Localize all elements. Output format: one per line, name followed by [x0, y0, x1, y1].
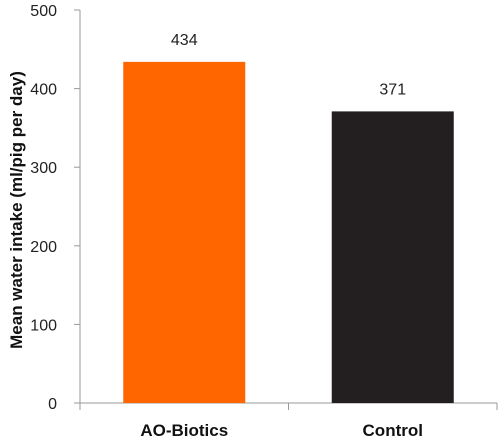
- bar-control: [331, 111, 454, 404]
- y-axis-title: Mean water intake (ml/pig per day): [7, 71, 26, 349]
- x-category-label: Control: [363, 421, 423, 440]
- y-tick-label: 0: [48, 396, 57, 413]
- y-tick-label: 500: [30, 3, 57, 20]
- bar-ao-biotics: [123, 61, 246, 403]
- y-tick-label: 100: [30, 317, 57, 334]
- x-category-label: AO-Biotics: [140, 421, 228, 440]
- y-tick-label: 200: [30, 239, 57, 256]
- data-label: 434: [171, 32, 198, 49]
- data-label: 371: [379, 81, 406, 98]
- y-tick-label: 300: [30, 160, 57, 177]
- y-tick-label: 400: [30, 82, 57, 99]
